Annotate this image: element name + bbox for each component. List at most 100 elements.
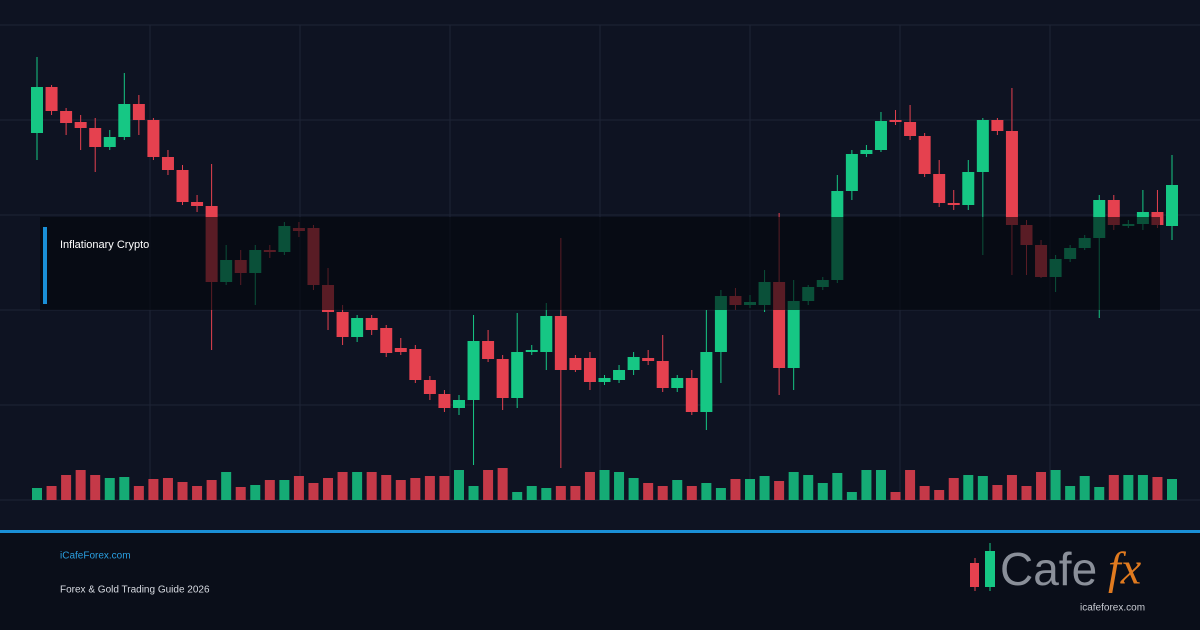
- candle-body: [176, 170, 189, 202]
- volume-bar: [846, 492, 857, 500]
- logo-icon: [985, 551, 995, 587]
- volume-bar: [788, 472, 799, 500]
- volume-bar: [352, 472, 363, 500]
- volume-bar: [643, 483, 654, 500]
- volume-bar: [366, 472, 377, 500]
- volume-bar: [584, 472, 595, 500]
- volume-bar: [803, 475, 814, 500]
- candle-body: [889, 120, 902, 122]
- candle-body: [656, 361, 669, 388]
- candle-body: [191, 202, 204, 206]
- volume-bar: [221, 472, 232, 500]
- volume-bar: [730, 479, 741, 500]
- volume-bar: [1006, 475, 1017, 500]
- divider: [0, 530, 1200, 533]
- volume-bar: [686, 486, 697, 500]
- logo-accent: fx: [1108, 543, 1142, 594]
- volume-bar: [555, 486, 566, 500]
- logo-url: icafeforex.com: [1080, 603, 1145, 614]
- volume-bar: [715, 488, 726, 500]
- volume-bar: [875, 470, 886, 500]
- volume-bar: [453, 470, 464, 500]
- candle-body: [569, 358, 582, 370]
- tagline: Forex & Gold Trading Guide 2026: [60, 585, 210, 596]
- volume-bar: [1152, 477, 1163, 500]
- volume-bar: [483, 470, 494, 500]
- candle-body: [118, 104, 131, 137]
- volume-bar: [963, 475, 974, 500]
- volume-bar: [934, 490, 945, 500]
- candle-body: [583, 358, 596, 382]
- candle-body: [60, 111, 73, 123]
- volume-bar: [206, 480, 217, 500]
- volume-bar: [32, 488, 42, 500]
- volume-bar: [1123, 475, 1134, 500]
- volume-bar: [745, 479, 756, 500]
- candle-body: [496, 359, 509, 398]
- candle-body: [1166, 185, 1178, 226]
- candle-body: [787, 301, 800, 368]
- volume-bar: [541, 488, 552, 500]
- candle-body: [31, 87, 43, 133]
- candle-body: [685, 378, 698, 412]
- volume-bar: [497, 468, 508, 500]
- volume-bar: [133, 486, 144, 500]
- volume-bar: [468, 486, 479, 500]
- candle-body: [976, 120, 989, 172]
- volume-bar: [948, 478, 959, 500]
- volume-bar: [614, 472, 625, 500]
- volume-bar: [1050, 470, 1061, 500]
- candle-body: [700, 352, 713, 412]
- candle-body: [161, 157, 174, 170]
- volume-bar: [264, 480, 275, 500]
- site-link[interactable]: iCafeForex.com: [60, 551, 131, 562]
- volume-bar: [1108, 475, 1119, 500]
- logo-text: Cafe: [1000, 543, 1097, 595]
- candle-body: [627, 357, 640, 370]
- candle-body: [554, 316, 567, 370]
- candle-body: [380, 328, 393, 353]
- candle-body: [511, 352, 524, 398]
- candle-body: [671, 378, 684, 388]
- candle-body: [962, 172, 975, 205]
- candle-body: [438, 394, 451, 408]
- candle-body: [467, 341, 480, 400]
- candle-body: [860, 150, 873, 154]
- volume-bar: [293, 476, 304, 500]
- volume-bar: [439, 476, 450, 500]
- candle-body: [874, 121, 887, 150]
- volume-bar: [701, 483, 712, 500]
- volume-bar: [526, 486, 537, 500]
- candle-body: [452, 400, 465, 408]
- candle-body: [642, 358, 655, 361]
- volume-bar: [75, 470, 86, 500]
- candle-body: [933, 174, 946, 203]
- candle-body: [336, 312, 349, 337]
- volume-bar: [119, 477, 130, 500]
- volume-bar: [46, 486, 57, 500]
- volume-bar: [628, 478, 639, 500]
- candle-body: [103, 137, 116, 147]
- volume-bar: [570, 486, 581, 500]
- candle-body: [409, 349, 422, 380]
- candle-body: [147, 120, 160, 157]
- volume-bar: [148, 479, 159, 500]
- candle-body: [845, 154, 858, 191]
- candles: [31, 57, 1178, 500]
- candle-body: [525, 350, 538, 352]
- volume-bar: [890, 492, 901, 500]
- volume-bar: [774, 481, 785, 500]
- volume-bar: [90, 475, 101, 500]
- candle-body: [423, 380, 436, 394]
- volume-bar: [381, 475, 392, 500]
- volume-bar: [424, 476, 435, 500]
- candle-body: [904, 122, 917, 136]
- volume-bar: [410, 478, 421, 500]
- volume-bar: [279, 480, 290, 500]
- candle-body: [918, 136, 931, 174]
- volume-bar: [337, 472, 348, 500]
- candle-body: [947, 203, 960, 205]
- volume-bar: [1065, 486, 1076, 500]
